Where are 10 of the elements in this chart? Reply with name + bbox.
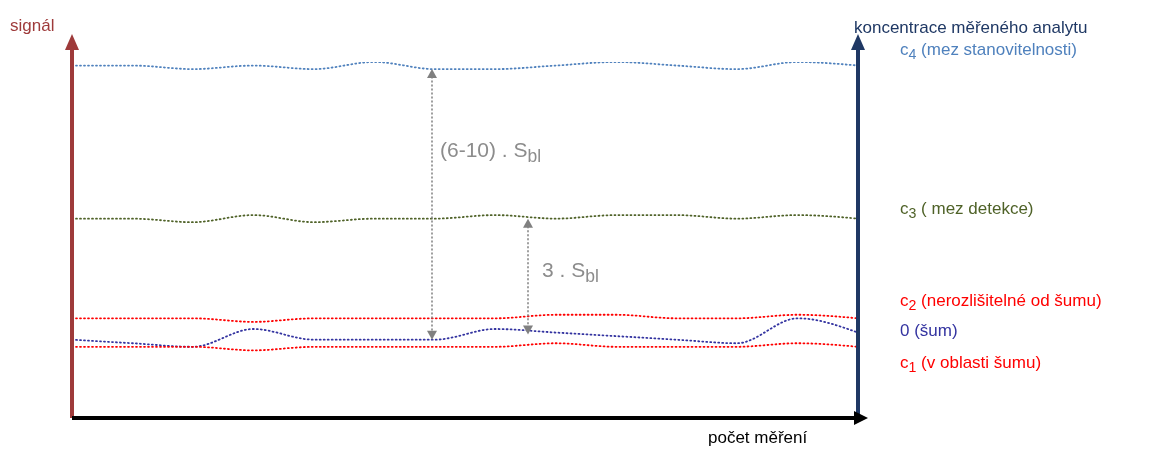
x-axis-title: počet měření (708, 428, 808, 448)
y2-axis-title: koncentrace měřeného analytu (854, 18, 1088, 38)
text: 0 (šum) (900, 320, 958, 341)
text: c$_{3}$ ( mez detekce) (900, 198, 1034, 222)
annotation: (6-10) . S$_{bl}$ (440, 138, 542, 168)
annotation: 3 . S$_{bl}$ (542, 258, 599, 288)
text: c$_{1}$ (v oblasti šumu) (900, 352, 1042, 376)
text: c$_{2}$ (nerozlišitelné od šumu) (900, 291, 1102, 314)
y-axis-title: signál (10, 16, 55, 36)
text: c$_{4}$ (mez stanovitelnosti) (900, 39, 1077, 62)
